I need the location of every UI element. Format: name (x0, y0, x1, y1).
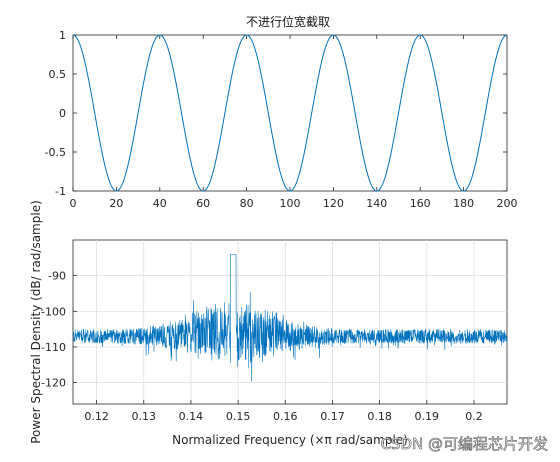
top-y-tick-label: 0.5 (49, 68, 67, 81)
top-x-tick-label: 120 (323, 197, 344, 210)
bottom-y-tick-label: -90 (48, 270, 66, 283)
top-y-tick-label: 1 (59, 29, 66, 42)
bottom-x-tick-label: 0.17 (320, 410, 345, 423)
bottom-x-tick-label: 0.13 (132, 410, 157, 423)
top-chart-title: 不进行位宽截取 (246, 14, 330, 29)
bottom-y-tick-label: -120 (41, 377, 66, 390)
bottom-x-ticks: 0.12 0.13 0.14 0.15 0.16 0.17 0.18 0.19 0.2 (84, 400, 483, 423)
top-subplot: 不进行位宽截取 0 20 40 60 80 100 120 140 160 180 200 1 0.5… (45, 14, 518, 210)
top-x-tick-label: 40 (153, 197, 167, 210)
top-y-tick-label: -1 (55, 185, 66, 198)
bottom-x-axis-label: Normalized Frequency (×π rad/sample) (172, 433, 408, 447)
bottom-x-tick-label: 0.2 (465, 410, 483, 423)
top-axes-box (72, 34, 508, 192)
top-x-tick-label: 140 (366, 197, 387, 210)
bottom-y-ticks: -90 -100 -110 -120 (41, 270, 77, 390)
bottom-axes-box (72, 239, 508, 405)
top-x-ticks: 0 20 40 60 80 100 120 140 160 180 200 (70, 35, 518, 210)
bottom-y-axis-label: Power Spectral Density (dB/ rad/sample) (29, 200, 43, 444)
bottom-psd-series (72, 253, 508, 382)
bottom-subplot: 0.12 0.13 0.14 0.15 0.16 0.17 0.18 0.19 0.2 -90-… (29, 200, 508, 447)
bottom-y-tick-label: -100 (41, 305, 66, 318)
top-x-tick-label: 160 (410, 197, 431, 210)
top-y-tick-label: 0 (59, 107, 66, 120)
top-x-tick-label: 200 (497, 197, 518, 210)
bottom-x-tick-label: 0.15 (226, 410, 251, 423)
bottom-x-tick-label: 0.16 (273, 410, 298, 423)
top-x-tick-label: 20 (109, 197, 123, 210)
top-x-tick-label: 80 (240, 197, 254, 210)
bottom-x-tick-label: 0.18 (367, 410, 392, 423)
top-y-tick-label: -0.5 (45, 146, 66, 159)
watermark-text: CSDN @可编程芯片开发 (380, 435, 548, 453)
top-x-tick-label: 60 (196, 197, 210, 210)
bottom-x-tick-label: 0.19 (415, 410, 440, 423)
bottom-x-tick-label: 0.14 (179, 410, 204, 423)
bottom-y-tick-label: -110 (41, 341, 66, 354)
top-x-tick-label: 180 (453, 197, 474, 210)
top-x-tick-label: 0 (70, 197, 77, 210)
top-x-tick-label: 100 (280, 197, 301, 210)
top-y-ticks: 1 0.5 0 -0.5 -1 (45, 29, 507, 198)
bottom-x-tick-label: 0.12 (84, 410, 109, 423)
top-cosine-series (72, 34, 508, 192)
